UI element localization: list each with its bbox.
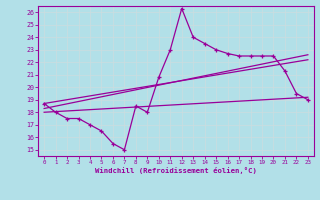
X-axis label: Windchill (Refroidissement éolien,°C): Windchill (Refroidissement éolien,°C) [95, 167, 257, 174]
